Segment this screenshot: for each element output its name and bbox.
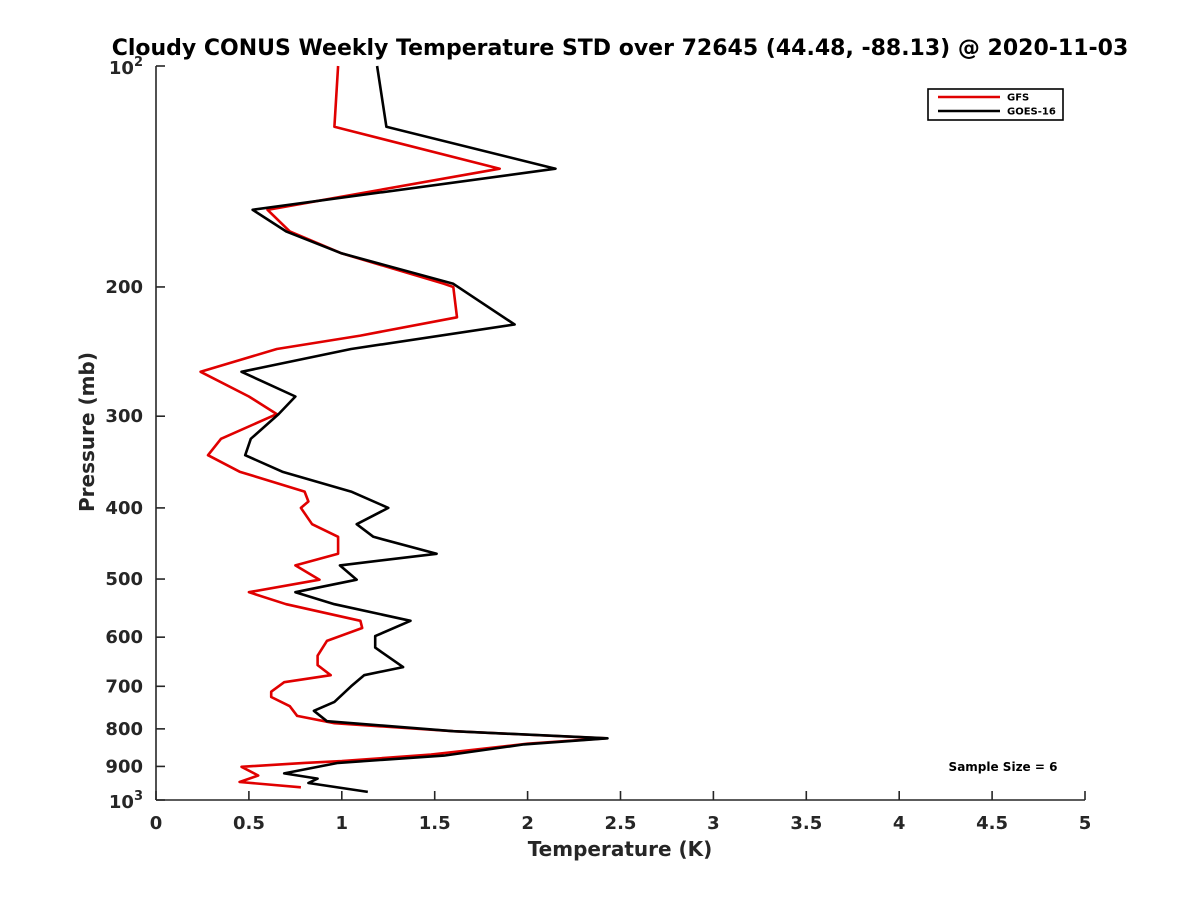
legend-label: GOES-16	[1007, 107, 1056, 118]
x-tick-label: 5	[1079, 813, 1092, 834]
y-tick-label: 300	[105, 406, 143, 427]
series-line-goes-16	[240, 65, 609, 794]
x-tick-label: 4.5	[976, 813, 1008, 834]
x-tick-label: 3	[707, 813, 720, 834]
legend-box	[927, 88, 1064, 121]
sample-size-annotation: Sample Size = 6	[949, 760, 1058, 774]
y-tick-label: 102	[109, 55, 143, 79]
y-tick-label: 600	[105, 627, 143, 648]
y-tick-label: 900	[105, 756, 143, 777]
y-tick-label: 800	[105, 719, 143, 740]
y-axis-label: Pressure (mb)	[75, 352, 99, 512]
chart-title: Cloudy CONUS Weekly Temperature STD over…	[112, 36, 1129, 61]
y-tick-label: 103	[109, 789, 143, 813]
y-tick-label: 700	[105, 676, 143, 697]
legend-label: GFS	[1007, 93, 1029, 104]
y-tick-label: 200	[105, 277, 143, 298]
x-axis-label: Temperature (K)	[528, 837, 713, 861]
y-tick-exponent: 2	[134, 55, 143, 70]
y-tick-base: 10	[109, 792, 134, 813]
x-tick-label: 0	[150, 813, 163, 834]
x-tick-label: 1	[336, 813, 349, 834]
legend: GFS GOES-16	[927, 88, 1064, 121]
x-tick-label: 0.5	[233, 813, 265, 834]
plot-area: 0 0.5 1 1.5 2 2.5 3 3.5 4 4.5 51022003004005006007…	[105, 55, 1091, 834]
x-tick-label: 2	[521, 813, 534, 834]
x-tick-label: 2.5	[605, 813, 637, 834]
x-tick-label: 3.5	[790, 813, 822, 834]
y-tick-label: 500	[105, 569, 143, 590]
y-tick-base: 10	[109, 58, 134, 79]
series-line-gfs	[199, 65, 607, 789]
y-tick-exponent: 3	[134, 789, 143, 804]
x-tick-label: 4	[893, 813, 906, 834]
y-tick-label: 400	[105, 498, 143, 519]
x-tick-label: 1.5	[419, 813, 451, 834]
